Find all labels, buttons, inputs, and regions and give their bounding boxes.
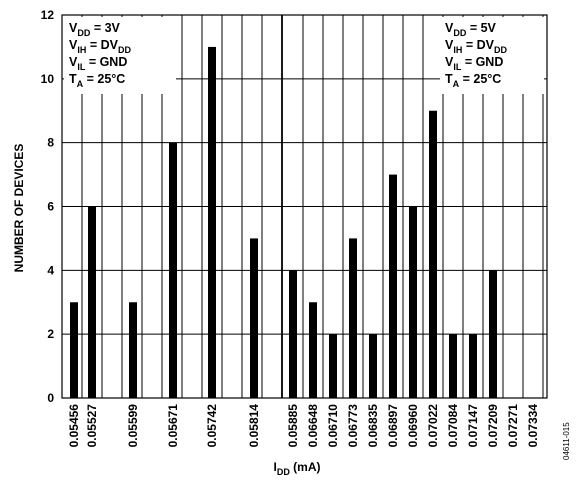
y-axis-label: NUMBER OF DEVICES: [12, 144, 26, 273]
bar-left-0.05814: [250, 238, 258, 398]
x-tick-label: 0.05742: [205, 404, 219, 448]
bar-right-0.06897: [389, 174, 397, 398]
bar-right-0.06710: [329, 334, 337, 398]
legend-right-line: VIL = GND: [445, 55, 503, 72]
x-tick-label: 0.05671: [166, 404, 180, 448]
legend-right-line: VIH = DVDD: [445, 38, 507, 55]
y-tick-label: 10: [41, 72, 55, 86]
x-tick-label: 0.07334: [526, 404, 540, 448]
legend-left-line: VDD = 3V: [69, 21, 121, 38]
legend-left-line: VIL = GND: [69, 55, 127, 72]
y-tick-label: 4: [47, 263, 54, 277]
bar-left-0.05599: [129, 302, 137, 398]
x-tick-label: 0.07022: [426, 404, 440, 448]
x-axis-label-sub: DD: [277, 467, 290, 477]
x-tick-label: 0.05885: [286, 404, 300, 448]
x-tick-label: 0.06835: [366, 404, 380, 448]
x-tick-label: 0.06960: [406, 404, 420, 448]
bar-right-0.07022: [429, 110, 437, 398]
x-axis-label-rest: (mA): [290, 460, 321, 474]
plot-border: [61, 14, 548, 399]
bar-left-0.05456: [70, 302, 78, 398]
figure-id: 04611-015: [562, 422, 571, 460]
bar-right-0.07147: [469, 334, 477, 398]
x-tick-label: 0.06773: [346, 404, 360, 448]
bar-right-0.07209: [489, 270, 497, 398]
x-tick-labels: 0.05456 0.05527 0.05599 0.05671 0.05742 0.058…: [67, 404, 540, 448]
x-tick-label: 0.06648: [306, 404, 320, 448]
x-axis-label: IDD (mA): [273, 460, 320, 477]
bar-right-0.06773: [349, 238, 357, 398]
legend-right-line: TA = 25°C: [445, 72, 501, 89]
x-tick-label: 0.07271: [506, 404, 520, 448]
bar-left-0.05671: [169, 142, 177, 398]
bar-right-0.07084: [449, 334, 457, 398]
bar-right-0.06960: [409, 206, 417, 398]
y-tick-label: 12: [41, 8, 55, 22]
plot-frame: [61, 14, 548, 399]
y-tick-labels: 0 2 4 6 8 10 12: [41, 8, 55, 405]
legend-right-line: VDD = 5V: [445, 21, 497, 38]
x-tick-label: 0.06710: [326, 404, 340, 448]
y-tick-label: 6: [47, 200, 54, 214]
x-tick-label: 0.05456: [67, 404, 81, 448]
x-tick-label: 0.05599: [126, 404, 140, 448]
y-tick-label: 0: [47, 391, 54, 405]
bar-left-0.05527: [88, 206, 96, 398]
bar-right-0.05885: [289, 270, 297, 398]
legend-right-background: [440, 17, 544, 94]
bar-left-0.05742: [208, 46, 216, 399]
x-axis-label-main: I: [273, 460, 276, 474]
y-tick-label: 8: [47, 136, 54, 150]
x-tick-label: 0.06897: [386, 404, 400, 448]
x-tick-label: 0.07209: [486, 404, 500, 448]
x-tick-label: 0.05814: [247, 404, 261, 448]
legend-left-line: TA = 25°C: [69, 72, 125, 89]
bars: [70, 46, 497, 399]
x-tick-label: 0.07147: [466, 404, 480, 448]
bar-right-0.06648: [309, 302, 317, 398]
legend-left-line: VIH = DVDD: [69, 38, 131, 55]
bar-right-0.06835: [369, 334, 377, 398]
x-tick-label: 0.05527: [85, 404, 99, 448]
y-tick-label: 2: [47, 327, 54, 341]
x-tick-label: 0.07084: [446, 404, 460, 448]
legend-left-background: [64, 17, 176, 94]
